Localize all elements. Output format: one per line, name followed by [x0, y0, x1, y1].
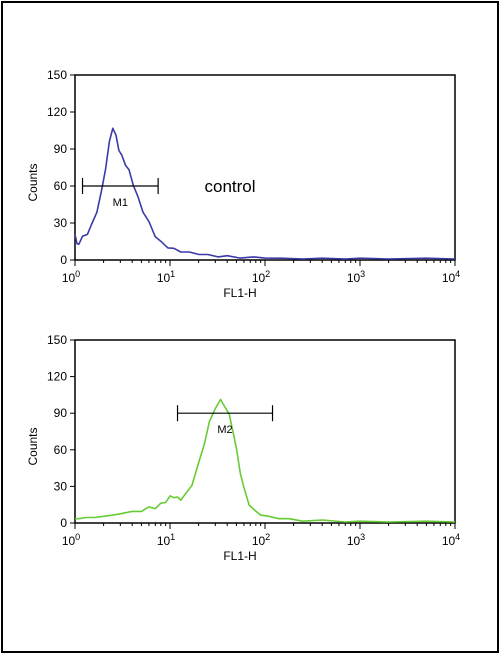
y-tick-label: 90 [54, 142, 68, 156]
y-tick-label: 90 [54, 406, 68, 420]
y-tick-label: 120 [47, 105, 67, 119]
y-tick-label: 150 [47, 68, 67, 82]
x-tick-base: 10 [442, 271, 456, 285]
x-tick-base: 10 [442, 534, 456, 548]
y-tick-label: 60 [54, 443, 68, 457]
gate-label: M1 [113, 197, 128, 209]
x-tick-base: 10 [62, 534, 76, 548]
x-tick-base: 10 [157, 534, 171, 548]
x-tick-exponent: 2 [265, 532, 270, 542]
histogram-series-line [74, 127, 456, 260]
x-tick-exponent: 0 [75, 269, 80, 279]
x-axis-label: FL1-H [223, 286, 256, 300]
x-tick-exponent: 2 [265, 269, 270, 279]
x-tick-base: 10 [252, 271, 266, 285]
y-axis-label: Counts [26, 427, 40, 465]
y-axis-label: Counts [26, 163, 40, 201]
x-axis-label: FL1-H [223, 549, 256, 563]
x-tick-label: 103 [347, 269, 365, 285]
x-tick-label: 102 [252, 269, 270, 285]
gate-label: M2 [217, 424, 232, 436]
x-tick-exponent: 0 [75, 532, 80, 542]
x-tick-label: 102 [252, 532, 270, 548]
control-annotation: control [204, 177, 255, 196]
x-tick-label: 100 [62, 532, 80, 548]
y-tick-label: 0 [60, 253, 67, 267]
x-tick-label: 104 [442, 269, 460, 285]
y-tick-label: 30 [54, 216, 68, 230]
y-tick-label: 60 [54, 179, 68, 193]
x-tick-base: 10 [347, 271, 361, 285]
x-tick-label: 101 [157, 532, 175, 548]
x-tick-exponent: 3 [360, 269, 365, 279]
y-tick-label: 0 [60, 516, 67, 530]
x-tick-base: 10 [62, 271, 76, 285]
y-tick-label: 30 [54, 479, 68, 493]
x-tick-exponent: 4 [455, 269, 460, 279]
x-tick-label: 103 [347, 532, 365, 548]
x-tick-label: 100 [62, 269, 80, 285]
x-tick-exponent: 3 [360, 532, 365, 542]
plot-area [74, 74, 456, 261]
x-tick-exponent: 4 [455, 532, 460, 542]
x-tick-label: 101 [157, 269, 175, 285]
y-tick-label: 150 [47, 333, 67, 347]
x-tick-base: 10 [252, 534, 266, 548]
x-tick-exponent: 1 [170, 532, 175, 542]
histogram-series-line [75, 398, 456, 523]
x-tick-exponent: 1 [170, 269, 175, 279]
x-tick-base: 10 [347, 534, 361, 548]
y-tick-label: 120 [47, 370, 67, 384]
x-tick-base: 10 [157, 271, 171, 285]
plot-area [74, 339, 456, 524]
x-tick-label: 104 [442, 532, 460, 548]
